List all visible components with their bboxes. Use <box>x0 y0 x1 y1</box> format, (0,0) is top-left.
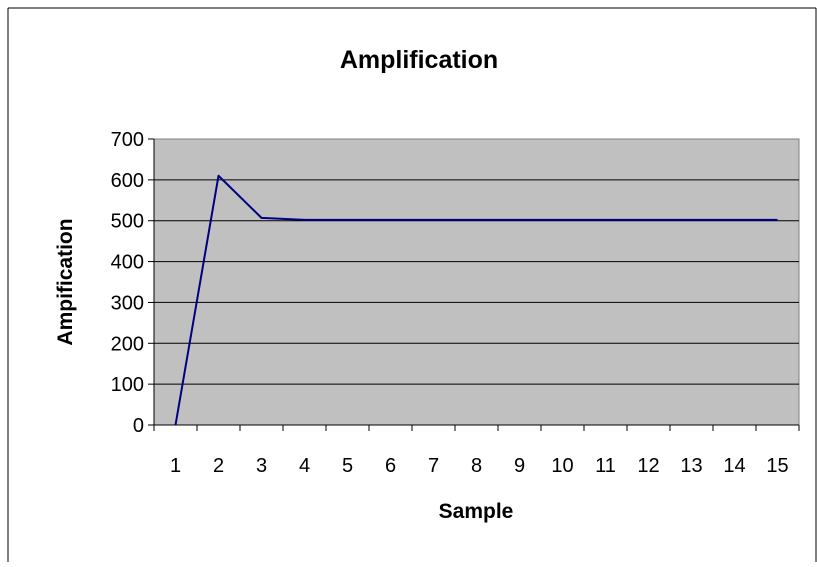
x-tick-label: 15 <box>766 455 788 477</box>
x-tick-label: 2 <box>213 455 224 477</box>
x-tick-label: 10 <box>551 455 573 477</box>
chart-title: Amplification <box>340 46 498 74</box>
x-tick-label: 3 <box>256 455 267 477</box>
x-tick-label: 13 <box>680 455 702 477</box>
y-tick-label: 300 <box>111 292 144 314</box>
x-tick-label: 9 <box>514 455 525 477</box>
x-tick-label: 11 <box>595 455 616 477</box>
x-tick-label: 6 <box>385 455 396 477</box>
x-tick-label: 4 <box>299 455 310 477</box>
y-tick-label: 500 <box>111 211 144 233</box>
plot-area <box>154 139 799 425</box>
x-tick-label: 7 <box>428 455 439 477</box>
y-tick-label: 600 <box>111 170 144 192</box>
y-tick-label: 700 <box>111 129 144 151</box>
y-tick-label: 400 <box>111 252 144 274</box>
x-tick-label: 14 <box>723 455 745 477</box>
x-tick-label: 1 <box>170 455 181 477</box>
x-tick-label: 12 <box>637 455 659 477</box>
x-tick-label: 5 <box>342 455 353 477</box>
y-tick-label: 200 <box>111 333 144 355</box>
y-axis-ticks: 0 100 200 300 400 500 600 700 <box>111 129 154 437</box>
x-tick-label: 8 <box>471 455 482 477</box>
y-tick-label: 100 <box>111 374 144 396</box>
x-axis-label: Sample <box>439 500 514 523</box>
y-tick-label: 0 <box>133 415 144 437</box>
y-axis-label: Ampification <box>54 218 77 345</box>
